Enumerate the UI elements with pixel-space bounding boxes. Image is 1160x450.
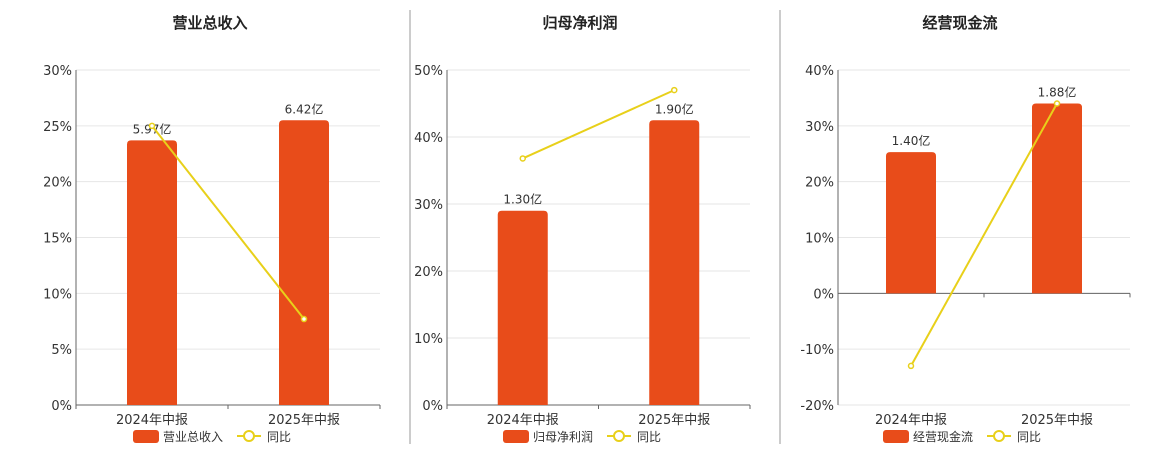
x-tick-label: 2024年中报: [487, 413, 559, 428]
x-tick-label: 2024年中报: [875, 413, 947, 428]
yoy-line: [151, 125, 305, 320]
yoy-point: [1053, 100, 1061, 107]
y-tick-label: 5%: [51, 343, 72, 358]
bar-data-label: 1.30亿: [503, 192, 542, 207]
bar: [497, 210, 548, 405]
y-tick-label: 0%: [51, 399, 72, 414]
yoy-point: [671, 86, 678, 94]
chart-title: 归母净利润: [542, 14, 617, 32]
y-tick-label: 20%: [805, 176, 834, 191]
legend-bar-label: 归母净利润: [533, 430, 593, 444]
bar: [886, 152, 936, 294]
bar-data-label: 1.40亿: [892, 133, 931, 148]
x-tick-label: 2024年中报: [116, 413, 188, 428]
bar: [127, 140, 177, 405]
legend-line-marker: [613, 430, 625, 442]
yoy-point: [907, 362, 915, 370]
y-tick-label: -10%: [800, 343, 834, 358]
legend-bar-swatch: [883, 430, 909, 443]
x-tick-label: 2025年中报: [1021, 413, 1093, 428]
legend-bar-swatch: [133, 430, 159, 443]
chart-title: 营业总收入: [172, 14, 247, 32]
bar-data-label: 6.42亿: [285, 101, 324, 116]
bar: [649, 120, 700, 405]
y-tick-label: 0%: [813, 287, 834, 302]
legend-line-marker: [243, 430, 255, 442]
y-tick-label: 15%: [43, 232, 72, 247]
yoy-point: [148, 122, 156, 130]
y-tick-label: 10%: [43, 287, 72, 302]
chart-title: 经营现金流: [922, 14, 997, 32]
y-tick-label: 40%: [805, 64, 834, 79]
legend-bar-label: 营业总收入: [163, 430, 223, 444]
y-tick-label: 30%: [414, 198, 443, 213]
yoy-line: [522, 89, 675, 160]
legend-bar-swatch: [503, 430, 529, 443]
x-tick-label: 2025年中报: [638, 413, 710, 428]
y-tick-label: 0%: [422, 399, 443, 414]
yoy-point: [519, 155, 526, 162]
yoy-point: [300, 315, 308, 323]
bar: [279, 120, 329, 405]
bar-data-label: 1.90亿: [655, 101, 694, 116]
y-tick-label: 10%: [805, 232, 834, 247]
y-tick-label: 30%: [805, 120, 834, 135]
y-tick-label: -20%: [800, 399, 834, 414]
y-tick-label: 25%: [43, 120, 72, 135]
y-tick-label: 10%: [414, 332, 443, 347]
y-tick-label: 40%: [414, 131, 443, 146]
y-tick-label: 30%: [43, 64, 72, 79]
y-tick-label: 50%: [414, 64, 443, 79]
legend-bar-label: 经营现金流: [913, 429, 973, 444]
y-tick-label: 20%: [414, 265, 443, 280]
bar-data-label: 1.88亿: [1038, 85, 1077, 100]
legend-line-label: 同比: [1017, 430, 1041, 444]
legend-line-label: 同比: [267, 430, 291, 444]
x-tick-label: 2025年中报: [268, 413, 340, 428]
legend-line-marker: [993, 430, 1005, 442]
bar: [1032, 103, 1082, 294]
yoy-line: [910, 103, 1058, 367]
legend-line-label: 同比: [637, 430, 661, 444]
y-tick-label: 20%: [43, 176, 72, 191]
